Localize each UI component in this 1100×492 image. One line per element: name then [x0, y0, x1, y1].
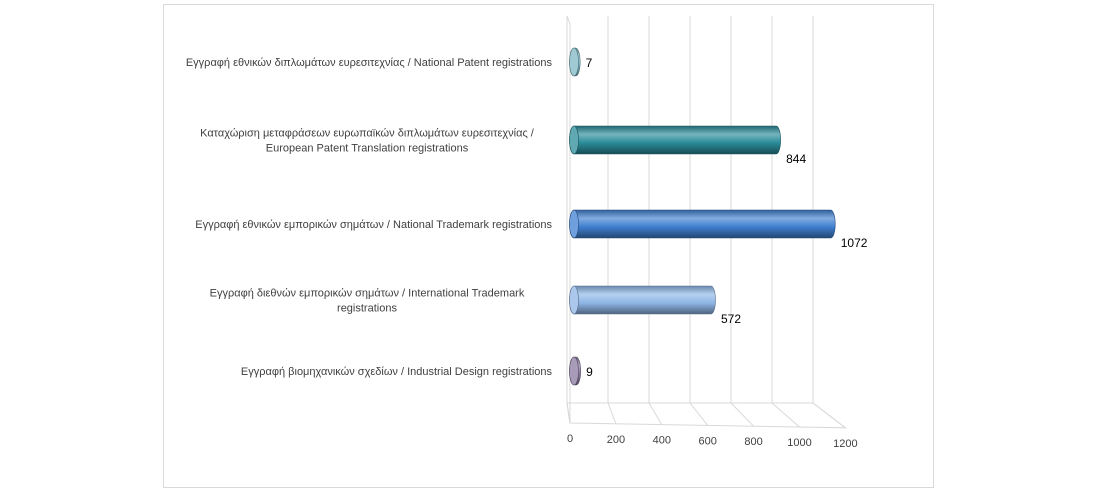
category-label: Εγγραφή βιομηχανικών σχεδίων / Industria…: [241, 366, 553, 378]
floor-gridline: [771, 402, 800, 428]
x-tick-label: 600: [699, 435, 717, 447]
value-labels: 7 844 1072 572 9: [586, 56, 868, 379]
bar-body: [569, 125, 781, 155]
bar: [569, 209, 836, 239]
value-label: 844: [786, 152, 806, 166]
category-label: Εγγραφή διεθνών εμπορικών σημάτων / Inte…: [210, 288, 525, 315]
bar-cap: [569, 356, 579, 386]
chart-svg: Εγγραφή εθνικών διπλωμάτων ευρεσιτεχνίας…: [186, 15, 868, 450]
floor-gridline: [689, 402, 709, 426]
category-label: Εγγραφή εθνικών εμπορικών σημάτων / Nati…: [195, 219, 552, 231]
bar-cap: [569, 285, 579, 315]
x-tick-label: 200: [607, 434, 625, 446]
bar-body: [569, 209, 836, 239]
floor-gridline: [566, 402, 571, 424]
bar-body: [569, 285, 716, 315]
bar: [569, 47, 581, 77]
bar-cap: [569, 47, 579, 77]
x-tick-label: 1200: [833, 438, 857, 450]
chart-gridlines: [566, 16, 846, 429]
bar: [569, 285, 716, 315]
bar-cap: [569, 209, 579, 239]
floor-gridline: [648, 402, 663, 425]
value-label: 9: [586, 365, 593, 379]
value-label: 7: [586, 56, 593, 70]
chart-bars: [569, 47, 836, 386]
x-tick-label: 0: [567, 433, 573, 445]
category-labels: Εγγραφή εθνικών διπλωμάτων ευρεσιτεχνίας…: [186, 57, 553, 378]
x-tick-labels: 0 200 400 600 800 1000 1200: [567, 433, 858, 450]
floor-gridline: [607, 402, 617, 424]
value-label: 572: [721, 312, 741, 326]
category-label: Καταχώριση μεταφράσεων ευρωπαϊκών διπλωμ…: [200, 128, 535, 155]
x-tick-label: 400: [653, 435, 671, 447]
bar-cap: [569, 125, 579, 155]
floor-gridline: [730, 402, 754, 427]
category-label: Εγγραφή εθνικών διπλωμάτων ευρεσιτεχνίας…: [186, 57, 553, 69]
x-tick-label: 1000: [787, 437, 811, 449]
floor-gridline: [812, 402, 846, 429]
value-label: 1072: [841, 236, 868, 250]
x-tick-label: 800: [744, 436, 762, 448]
bar: [569, 125, 781, 155]
bar: [569, 356, 581, 386]
chart-frame: Εγγραφή εθνικών διπλωμάτων ευρεσιτεχνίας…: [163, 4, 934, 488]
